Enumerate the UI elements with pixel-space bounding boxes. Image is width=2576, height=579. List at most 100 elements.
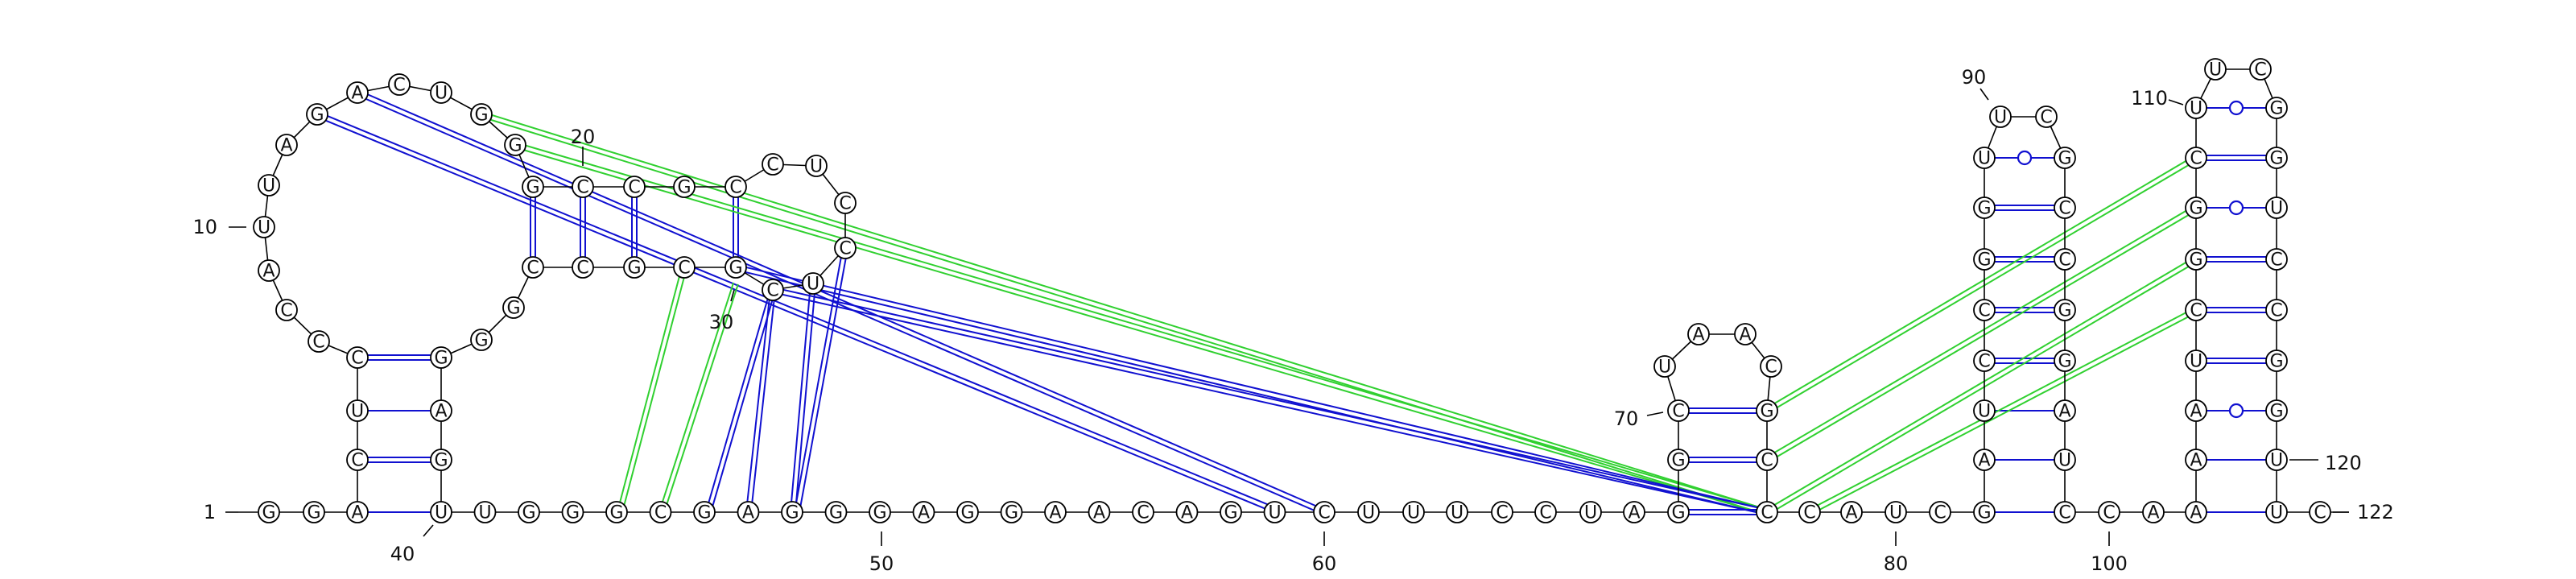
nuc-s2-left-top: U [2185,97,2207,119]
position-label-20: 20 [571,126,596,148]
nuc-s1-left-4: G [1973,248,1996,271]
nuc-18-circle [504,134,526,156]
nuc-s2-right-5-letter: G [2269,402,2283,422]
nuc-baseline-65-letter: C [1539,503,1551,523]
nuc-5-letter: U [351,402,364,422]
nuc-21-letter: C [628,178,640,198]
nuc-15: C [388,73,411,96]
nuc-s1-loop-1: U [1989,105,2012,128]
nuc-baseline-66-letter: U [1584,503,1597,523]
nuc-31: C [673,256,696,279]
nuc-tail-4-circle [1929,501,1951,523]
nuc-s2-right-5-circle [2265,399,2288,422]
nuc-21-circle [623,176,646,198]
nuc-33-letter: C [576,258,588,279]
pair-28-49-strand-b [794,283,816,513]
nuc-53-letter: G [1005,503,1018,523]
pair-s2-2-gu-marker [2228,403,2244,419]
nuc-7: C [308,330,330,353]
nuc-baseline-66-circle [1579,501,1602,523]
nuc-28-circle [802,272,824,295]
nuc-s1-base-right: C [2054,501,2076,523]
nuc-48: G [781,501,803,523]
nuc-32-circle [623,256,646,279]
pair-29-48-strand-a [745,289,772,512]
nuc-tail-3-letter: U [1889,503,1902,523]
nuc-s1-left-3-circle [1973,299,1996,321]
position-label-100: 100 [2091,552,2128,575]
nuc-s1-left-1-circle [1973,399,1996,422]
nuc-s1-right-5-letter: A [2058,402,2070,422]
nuc-s1-left-1-letter: U [1978,402,1991,422]
nuc-40: U [430,501,452,523]
nuc-s2-right-3: C [2265,299,2288,321]
nuc-baseline-65: C [1534,501,1557,523]
nuc-s2-left-5: G [2185,196,2207,219]
nuc-41: U [473,501,497,523]
pk-30-46-strand-a [658,282,735,512]
pair-27-49 [794,247,848,513]
pair-14-60-strand-b [357,89,1326,511]
nuc-47-letter: A [742,503,754,523]
nuc-tail-6-letter: A [2147,503,2159,523]
nuc-18-letter: G [508,136,522,156]
nuc-46-circle [693,501,716,523]
nuc-hp-4-circle [1687,323,1710,345]
nuc-hp-1-circle [1667,449,1690,471]
nuc-2-circle [303,501,325,523]
pk-17-73-strand-a [480,115,1767,515]
nuc-baseline-67-circle [1623,501,1645,523]
nuc-s2-left-1-letter: A [2190,402,2202,422]
nuc-5: U [346,399,369,422]
nuc-59-circle [1263,501,1286,523]
pair-s2-7 [2196,155,2277,161]
nuc-8: C [275,299,298,321]
nuc-s2-left-2-letter: U [2190,352,2202,372]
pair-29-47 [705,288,776,514]
nuc-s2-left-1: A [2185,399,2207,422]
nuc-s1-right-1: C [2054,196,2076,219]
nuc-9-letter: A [262,262,275,282]
nuc-s2-loop-2-letter: C [2254,60,2266,81]
nuc-s1-base-right-circle [2054,501,2076,523]
nuc-3-circle [346,501,369,523]
position-label-50: 50 [869,552,894,575]
base-pair-layer [316,89,2277,515]
nuc-8-letter: C [280,301,292,321]
nuc-s1-left-3-letter: C [1978,301,1990,321]
nuc-10: U [253,216,275,238]
nuc-hp-2: C [1667,399,1690,422]
nuc-hp-3: U [1653,355,1676,378]
pair-13-59 [316,111,1282,515]
nuc-hp-4: A [1687,323,1710,345]
pk-18-73-strand-b [515,142,1769,511]
pk-17-73-strand-b [481,111,1769,511]
nuc-s2-loop-1-letter: U [2209,60,2222,81]
nuc-43-circle [561,501,584,523]
nuc-s2-right-6: U [2265,449,2288,471]
nuc-s1-left-2-letter: C [1978,352,1990,372]
nuc-s2-left-3-circle [2185,299,2207,321]
nuc-20: C [572,176,594,198]
nuc-26: C [834,192,857,214]
nuc-s2-right-top: G [2265,97,2288,119]
nuc-9-circle [258,259,280,282]
nuc-63-letter: U [1451,503,1463,523]
pair-28-49-strand-a [790,283,812,512]
nuc-11: U [258,174,280,196]
pk-hp-s2-3 [1765,256,2198,515]
nuc-26-letter: C [839,194,851,214]
pk-hp-s2-4-strand-b [1808,307,2196,511]
nuc-29-circle [762,279,784,301]
nuc-45-letter: C [654,503,667,523]
pk-hp-s2-4 [1808,307,2198,515]
nuc-35: G [502,296,525,319]
nuc-54-letter: A [1049,503,1061,523]
nuc-14-letter: A [351,84,363,104]
nuc-hp-8: C [1756,449,1778,471]
nuc-s2-base-right: U [2265,501,2288,523]
nuc-52-letter: G [960,503,974,523]
pair-hp-0 [1678,509,1767,515]
nuc-30-letter: G [729,258,742,279]
nuc-s1-left-6-circle [1973,147,1996,169]
